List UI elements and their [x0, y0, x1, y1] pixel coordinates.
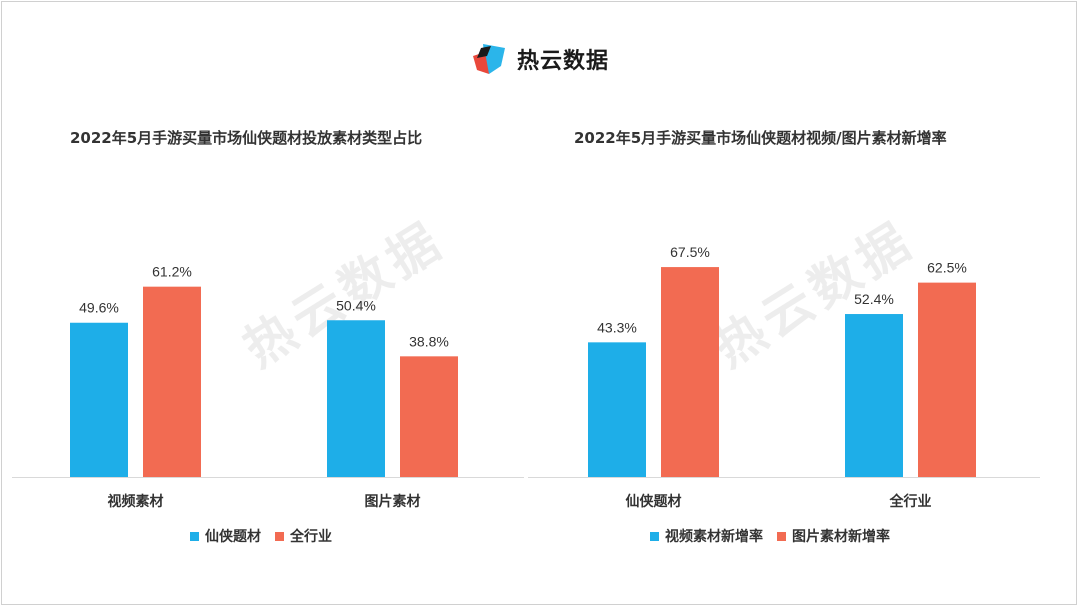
brand-name: 热云数据 [516, 49, 609, 74]
category-label-1-0: 仙侠题材 [626, 493, 682, 510]
legend-item-series-2: 全行业 [275, 526, 332, 546]
legend-label: 视频素材新增率 [665, 529, 763, 545]
data-label-1-0-0: 43.3% [597, 319, 637, 335]
data-label-1-1-0: 52.4% [854, 291, 894, 307]
bar-0-0-0 [70, 322, 128, 477]
brand-logo-icon [472, 44, 505, 74]
brand-header: 热云数据 [0, 42, 1080, 76]
legend-label: 图片素材新增率 [792, 529, 890, 545]
legend-swatch-blue [650, 531, 659, 541]
legend-right: 视频素材新增率 图片素材新增率 [650, 526, 890, 546]
bar-1-1-1 [918, 282, 976, 477]
bar-1-0-1 [661, 267, 719, 477]
legend-swatch-red [777, 531, 786, 541]
legend-label: 全行业 [290, 529, 332, 545]
legend-left: 仙侠题材 全行业 [190, 526, 332, 546]
data-label-0-1-1: 38.8% [409, 333, 449, 349]
legend-item-series-2: 图片素材新增率 [777, 526, 890, 546]
category-label-1-1: 全行业 [889, 493, 932, 510]
legend-swatch-blue [190, 531, 199, 541]
category-label-0-1: 图片素材 [365, 493, 421, 510]
data-label-1-0-1: 67.5% [670, 244, 710, 260]
bar-1-0-0 [588, 342, 646, 477]
legend-item-series-1: 仙侠题材 [190, 526, 261, 546]
bar-1-1-0 [845, 314, 903, 477]
data-label-0-0-0: 49.6% [79, 300, 119, 316]
data-label-0-0-1: 61.2% [152, 264, 192, 280]
legend-label: 仙侠题材 [205, 529, 261, 545]
chart-title-left: 2022年5月手游买量市场仙侠题材投放素材类型占比 [70, 129, 423, 147]
legend-item-series-1: 视频素材新增率 [650, 526, 763, 546]
chart-title-right: 2022年5月手游买量市场仙侠题材视频/图片素材新增率 [574, 129, 947, 147]
data-label-1-1-1: 62.5% [927, 260, 967, 276]
category-label-0-0: 视频素材 [108, 493, 164, 510]
bar-0-1-0 [327, 320, 385, 477]
data-label-0-1-0: 50.4% [336, 297, 376, 313]
legend-swatch-red [275, 531, 284, 541]
bar-0-1-1 [400, 356, 458, 477]
bar-0-0-1 [143, 286, 201, 477]
